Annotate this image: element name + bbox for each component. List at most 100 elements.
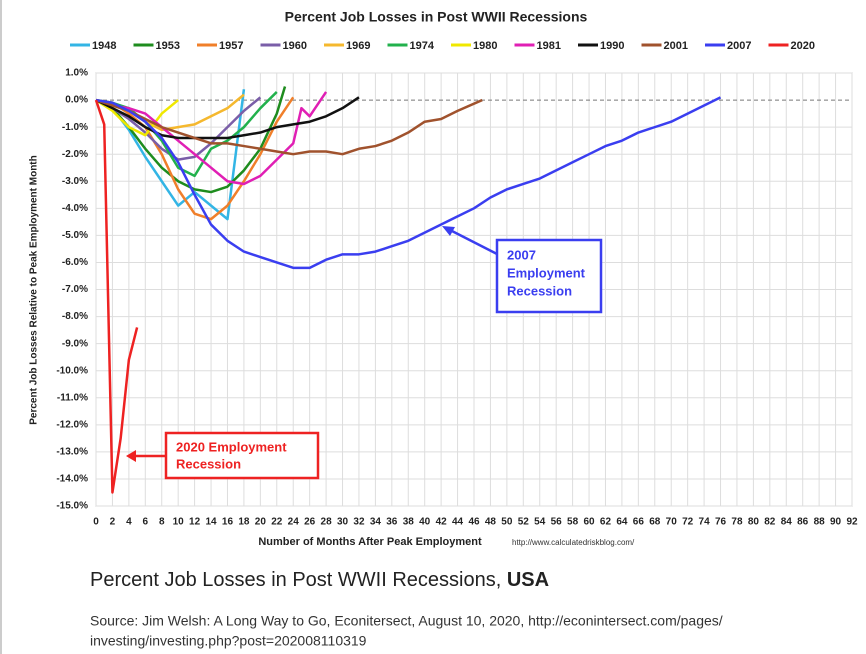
x-tick-label: 18 [238, 517, 250, 528]
x-tick-label: 60 [583, 517, 595, 528]
x-tick-label: 38 [403, 517, 415, 528]
x-tick-label: 74 [699, 517, 711, 528]
y-axis-label: Percent Job Losses Relative to Peak Empl… [29, 155, 40, 425]
x-tick-label: 32 [353, 517, 365, 528]
y-tick-label: -1.0% [62, 122, 88, 133]
x-tick-label: 14 [205, 517, 217, 528]
x-tick-label: 66 [633, 517, 645, 528]
x-tick-label: 34 [370, 517, 382, 528]
x-tick-label: 40 [419, 517, 431, 528]
series-line [95, 99, 179, 137]
caption-source: Source: Jim Welsh: A Long Way to Go, Eco… [90, 613, 723, 629]
x-tick-label: 16 [222, 517, 234, 528]
x-tick-label: 86 [797, 517, 809, 528]
x-tick-label: 26 [304, 517, 316, 528]
legend-label: 2020 [791, 40, 815, 52]
x-tick-label: 76 [715, 517, 727, 528]
series-line [95, 96, 360, 140]
series-line [95, 98, 483, 156]
x-tick-label: 8 [159, 517, 165, 528]
y-tick-label: -9.0% [62, 338, 88, 349]
annotation-box [495, 238, 603, 314]
x-tick-label: 72 [682, 517, 694, 528]
y-tick-label: -7.0% [62, 284, 88, 295]
x-tick-label: 52 [518, 517, 530, 528]
legend-label: 1948 [92, 40, 116, 52]
legend-label: 2001 [664, 40, 688, 52]
x-tick-label: 30 [337, 517, 349, 528]
source-note: http://www.calculatedriskblog.com/ [512, 538, 635, 547]
x-tick-label: 90 [830, 517, 842, 528]
caption-text: Percent Job Losses in Post WWII Recessio… [90, 569, 507, 591]
y-tick-label: -11.0% [57, 392, 88, 403]
legend-label: 1957 [219, 40, 243, 52]
arrow-head [126, 450, 136, 462]
legend-label: 1953 [156, 40, 180, 52]
y-tick-label: -13.0% [56, 447, 88, 458]
y-tick-label: -2.0% [62, 149, 88, 160]
x-tick-label: 4 [126, 517, 132, 528]
y-tick-label: -8.0% [62, 311, 88, 322]
x-tick-label: 54 [534, 517, 546, 528]
legend-label: 1969 [346, 40, 370, 52]
x-tick-label: 28 [321, 517, 333, 528]
y-tick-label: -14.0% [56, 474, 88, 485]
x-tick-label: 36 [386, 517, 398, 528]
x-tick-label: 92 [846, 517, 858, 528]
x-tick-label: 62 [600, 517, 612, 528]
x-tick-label: 20 [255, 517, 267, 528]
x-tick-label: 22 [271, 517, 283, 528]
caption-bold: USA [507, 569, 549, 591]
x-tick-label: 84 [781, 517, 793, 528]
legend-label: 1960 [283, 40, 307, 52]
arrow-head [442, 226, 455, 236]
x-tick-label: 82 [764, 517, 776, 528]
x-tick-label: 68 [649, 517, 661, 528]
lines [94, 86, 722, 494]
annotation-text: Employment [507, 265, 586, 280]
y-tick-label: -10.0% [56, 365, 88, 376]
y-tick-label: -3.0% [62, 176, 88, 187]
y-tick-label: 1.0% [65, 68, 88, 79]
series-line [95, 91, 328, 186]
legend-label: 1981 [537, 40, 561, 52]
caption-title: Percent Job Losses in Post WWII Recessio… [90, 569, 549, 591]
x-tick-label: 70 [666, 517, 678, 528]
x-tick-label: 56 [551, 517, 563, 528]
annotation-text: 2020 Employment [176, 439, 287, 454]
x-tick-label: 42 [436, 517, 448, 528]
y-tick-label: -4.0% [62, 203, 88, 214]
x-tick-label: 6 [143, 517, 149, 528]
legend-label: 2007 [727, 40, 751, 52]
y-tick-label: -12.0% [56, 419, 88, 430]
annotation-text: Recession [176, 456, 241, 471]
annotation-arrow [449, 228, 498, 256]
y-tick-label: -5.0% [62, 230, 88, 241]
x-tick-label: 24 [288, 517, 300, 528]
x-tick-label: 50 [501, 517, 513, 528]
x-tick-label: 44 [452, 517, 464, 528]
x-tick-label: 78 [731, 517, 743, 528]
legend-label: 1974 [410, 40, 435, 52]
series-line [95, 96, 722, 270]
x-tick-label: 0 [93, 517, 99, 528]
x-tick-label: 2 [110, 517, 116, 528]
y-tick-label: -15.0% [56, 501, 88, 512]
caption-source: investing/investing.php?post=20200811031… [90, 633, 367, 649]
x-tick-label: 58 [567, 517, 579, 528]
legend-label: 1980 [473, 40, 497, 52]
y-tick-label: -6.0% [62, 257, 88, 268]
legend-label: 1990 [600, 40, 624, 52]
x-tick-label: 10 [173, 517, 185, 528]
annotation-text: Recession [507, 283, 572, 298]
legend: 1948 1953 1957 1960 1969 1974 1980 1981 1990 2001… [70, 40, 815, 52]
x-axis-label: Number of Months After Peak Employment [258, 536, 482, 548]
x-tick-label: 46 [468, 517, 480, 528]
x-tick-label: 88 [814, 517, 826, 528]
y-tick-label: 0.0% [65, 95, 88, 106]
chart-title: Percent Job Losses in Post WWII Recessio… [285, 9, 588, 25]
series-line [94, 99, 139, 494]
x-tick-label: 80 [748, 517, 760, 528]
x-tick-label: 12 [189, 517, 201, 528]
